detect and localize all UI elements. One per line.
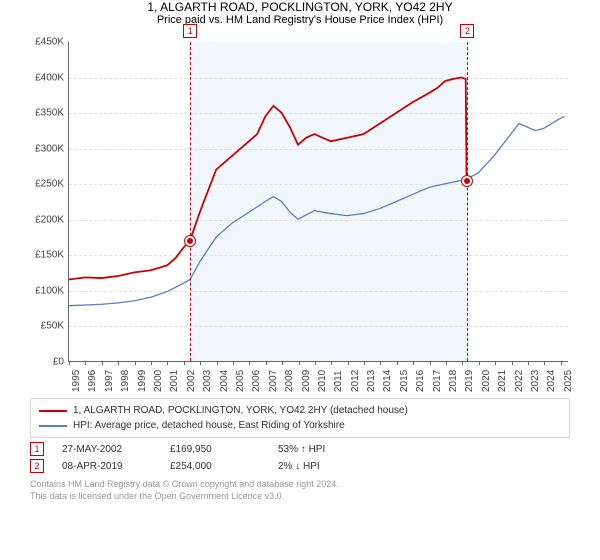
- x-axis-label: 1997: [104, 370, 115, 392]
- x-axis-label: 2009: [301, 370, 312, 392]
- marker-dot: [462, 176, 472, 186]
- x-axis-label: 2007: [268, 370, 279, 392]
- x-axis-label: 2011: [333, 370, 344, 392]
- y-axis-label: £250K: [20, 179, 64, 190]
- x-axis-label: 2021: [497, 370, 508, 392]
- x-axis-label: 2015: [399, 370, 410, 392]
- y-axis-label: £350K: [20, 108, 64, 119]
- event-date: 27-MAY-2002: [62, 444, 152, 455]
- x-axis-label: 2004: [219, 370, 230, 392]
- chart-subtitle: Price paid vs. HM Land Registry's House …: [0, 14, 600, 26]
- y-axis-label: £200K: [20, 214, 64, 225]
- marker-index: 1: [183, 24, 197, 38]
- x-axis-label: 2001: [169, 370, 180, 392]
- x-axis-label: 2013: [366, 370, 377, 392]
- y-axis-label: £50K: [20, 321, 64, 332]
- marker-dot: [185, 236, 195, 246]
- x-axis-label: 2017: [432, 370, 443, 392]
- y-axis-label: £300K: [20, 143, 64, 154]
- event-row: 1 27-MAY-2002 £169,950 53% ↑ HPI: [30, 442, 570, 456]
- x-axis-label: 2003: [202, 370, 213, 392]
- x-axis-label: 2006: [251, 370, 262, 392]
- chart-area: £0 £50K £100K £150K £200K £250K £300K £350K £400…: [20, 32, 580, 392]
- marker-line: [190, 42, 191, 361]
- legend: 1, ALGARTH ROAD, POCKLINGTON, YORK, YO42…: [30, 398, 570, 438]
- legend-swatch: [39, 425, 67, 427]
- x-axis-label: 1995: [71, 370, 82, 392]
- footer: Contains HM Land Registry data © Crown c…: [30, 479, 570, 502]
- footer-line2: This data is licensed under the Open Gov…: [30, 491, 570, 503]
- x-axis-label: 2018: [448, 370, 459, 392]
- marker-index: 2: [460, 24, 474, 38]
- x-axis-label: 2010: [317, 370, 328, 392]
- y-axis-label: £150K: [20, 250, 64, 261]
- legend-item: 1, ALGARTH ROAD, POCKLINGTON, YORK, YO42…: [39, 403, 561, 418]
- x-axis-label: 2000: [153, 370, 164, 392]
- x-axis-label: 2024: [546, 370, 557, 392]
- x-axis-label: 2002: [186, 370, 197, 392]
- legend-text: 1, ALGARTH ROAD, POCKLINGTON, YORK, YO42…: [73, 403, 408, 418]
- legend-item: HPI: Average price, detached house, East…: [39, 418, 561, 433]
- x-axis-label: 1996: [87, 370, 98, 392]
- chart-title: 1, ALGARTH ROAD, POCKLINGTON, YORK, YO42…: [0, 0, 600, 14]
- footer-line1: Contains HM Land Registry data © Crown c…: [30, 479, 570, 491]
- x-axis-label: 2012: [350, 370, 361, 392]
- x-axis-label: 1999: [137, 370, 148, 392]
- legend-text: HPI: Average price, detached house, East…: [73, 418, 345, 433]
- events-list: 1 27-MAY-2002 £169,950 53% ↑ HPI 2 08-APR-201…: [0, 442, 600, 473]
- event-date: 08-APR-2019: [62, 461, 152, 472]
- plot-region: 12: [68, 42, 568, 362]
- event-price: £254,000: [170, 461, 260, 472]
- x-axis-label: 2019: [464, 370, 475, 392]
- event-price: £169,950: [170, 444, 260, 455]
- marker-line: [467, 42, 468, 361]
- x-axis-label: 2020: [481, 370, 492, 392]
- y-axis-label: £100K: [20, 285, 64, 296]
- event-delta: 53% ↑ HPI: [278, 444, 368, 455]
- event-row: 2 08-APR-2019 £254,000 2% ↓ HPI: [30, 459, 570, 473]
- series-svg: [69, 42, 568, 361]
- event-index: 2: [30, 459, 44, 473]
- y-axis-label: £400K: [20, 72, 64, 83]
- series-line: [69, 77, 467, 279]
- x-axis-label: 2025: [563, 370, 574, 392]
- x-axis-label: 2014: [382, 370, 393, 392]
- x-axis-label: 1998: [120, 370, 131, 392]
- x-axis-label: 2023: [530, 370, 541, 392]
- series-line: [69, 116, 565, 305]
- y-axis-label: £450K: [20, 37, 64, 48]
- x-axis-label: 2005: [235, 370, 246, 392]
- x-axis-label: 2008: [284, 370, 295, 392]
- legend-swatch: [39, 410, 67, 412]
- event-index: 1: [30, 442, 44, 456]
- x-axis-label: 2022: [514, 370, 525, 392]
- event-delta: 2% ↓ HPI: [278, 461, 368, 472]
- y-axis-label: £0: [20, 357, 64, 368]
- x-axis-label: 2016: [415, 370, 426, 392]
